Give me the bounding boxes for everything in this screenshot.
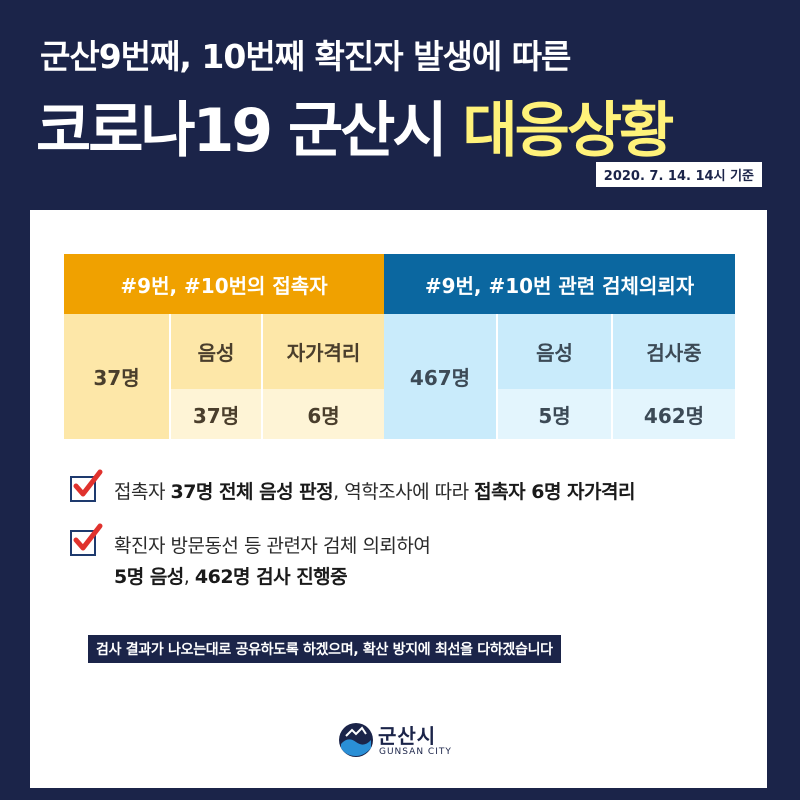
header: 군산9번째, 10번째 확진자 발생에 따른 코로나19 군산시 대응상황 20… [0,0,800,200]
specimen-total: 467명 [384,314,496,439]
contacts-quarantine-label: 자가격리 [261,314,384,389]
title-highlight: 대응상황 [462,96,674,166]
contacts-negative-value: 37명 [169,389,261,439]
checkbox-checked-icon [70,523,103,556]
contacts-quarantine-value: 6명 [261,389,384,439]
specimen-testing-value: 462명 [611,389,735,439]
contacts-header: #9번, #10번의 접촉자 [64,254,384,314]
bullet-contacts: 접촉자 37명 전체 음성 판정, 역학조사에 따라 접촉자 6명 자가격리 [114,481,635,503]
specimen-header: #9번, #10번 관련 검체의뢰자 [384,254,735,314]
logo-subtext: GUNSAN CITY [379,747,452,757]
logo-text: 군산시 [378,724,437,748]
bullet-specimens-line2: 5명 음성, 462명 검사 진행중 [114,566,348,588]
specimen-negative-label: 음성 [496,314,611,389]
gunsan-logo: 군산시 GUNSAN CITY [338,720,478,764]
specimen-negative-value: 5명 [496,389,611,439]
specimen-testing-label: 검사중 [611,314,735,389]
date-badge: 2020. 7. 14. 14시 기준 [595,162,762,187]
content-card: #9번, #10번의 접촉자 #9번, #10번 관련 검체의뢰자 37명 음성… [30,210,767,788]
checkmark-icon [73,523,103,551]
notice-banner: 검사 결과가 나오는대로 공유하도록 하겠으며, 확산 방지에 최선을 다하겠습… [88,635,561,663]
contacts-negative-label: 음성 [169,314,261,389]
city-emblem-icon [339,723,373,757]
checkbox-checked-icon [70,469,103,502]
page-title: 코로나19 군산시 대응상황 [36,82,674,169]
contacts-total: 37명 [64,314,169,439]
checkmark-icon [73,469,103,497]
title-white: 코로나19 군산시 [36,96,463,166]
bullet-specimens-line1: 확진자 방문동선 등 관련자 검체 의뢰하여 [114,535,431,557]
status-table: #9번, #10번의 접촉자 #9번, #10번 관련 검체의뢰자 37명 음성… [64,254,735,439]
subtitle: 군산9번째, 10번째 확진자 발생에 따른 [40,37,571,76]
